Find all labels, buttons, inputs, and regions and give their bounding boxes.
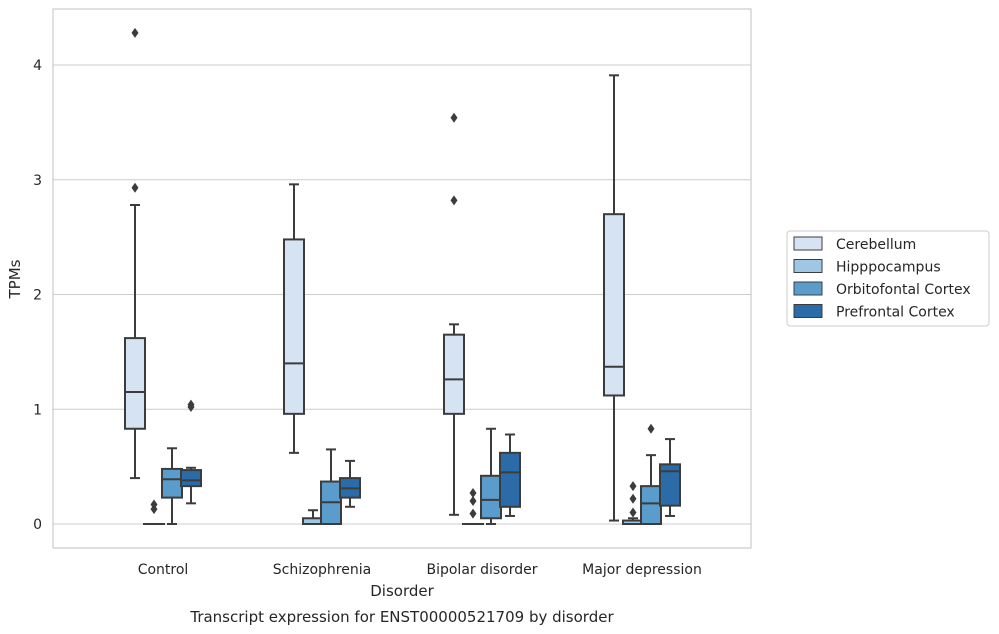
legend-label: Orbitofontal Cortex [836, 282, 971, 298]
chart-caption: Transcript expression for ENST0000052170… [189, 608, 614, 626]
box [320, 448, 342, 526]
series-cerebellum [124, 27, 625, 522]
box-iqr [180, 469, 202, 488]
outlier-point [629, 507, 637, 518]
outlier-point [187, 399, 195, 410]
outlier-point [647, 423, 655, 434]
box [659, 438, 681, 517]
x-tick-label: Schizophrenia [273, 562, 371, 578]
y-tick-label: 3 [33, 173, 42, 189]
y-tick-label: 2 [33, 288, 42, 304]
y-tick-label: 1 [33, 402, 42, 418]
box [603, 74, 625, 522]
legend: Cerebellum Hipppocampus Orbitofontal Corte… [786, 230, 990, 327]
legend-label: Cerebellum [836, 237, 916, 253]
box-iqr [603, 213, 625, 397]
box [339, 459, 361, 508]
box [124, 27, 146, 480]
y-tick-label: 4 [33, 58, 42, 74]
box [143, 499, 165, 526]
outlier-point [131, 27, 139, 38]
outlier-point [629, 493, 637, 504]
legend-swatch [793, 281, 823, 296]
y-axis-label: TPMs [6, 259, 24, 299]
legend-label: Hipppocampus [836, 260, 941, 276]
x-axis-label: Disorder [370, 582, 434, 600]
legend-swatch [793, 236, 823, 251]
legend-frame [786, 230, 990, 327]
legend-swatch [793, 259, 823, 273]
box [443, 112, 465, 516]
plot-background [52, 8, 752, 549]
x-tick-label: Control [138, 562, 189, 578]
y-tick-labels: 0 1 2 3 4 [33, 58, 42, 533]
box-iqr [480, 474, 502, 520]
x-tick-label: Bipolar disorder [426, 562, 537, 578]
outlier-point [150, 499, 158, 510]
box-iqr [124, 337, 146, 430]
outlier-point [469, 488, 477, 499]
series-orbitofontal-cortex [161, 423, 662, 526]
legend-label: Prefrontal Cortex [836, 305, 955, 321]
series-prefrontal-cortex [180, 399, 681, 517]
box [180, 399, 202, 505]
box [480, 427, 502, 525]
box [283, 183, 305, 454]
box-iqr [283, 238, 305, 415]
box [499, 433, 521, 517]
outlier-point [469, 508, 477, 519]
outlier-point [131, 182, 139, 193]
box-iqr [499, 451, 521, 508]
box-iqr [161, 467, 183, 499]
box-iqr [640, 485, 662, 526]
y-tick-label: 0 [33, 517, 42, 533]
box [462, 488, 484, 526]
x-tick-label: Major depression [582, 562, 702, 578]
box-iqr [659, 463, 681, 507]
outlier-point [450, 195, 458, 206]
outlier-point [450, 112, 458, 123]
legend-swatch [793, 304, 823, 318]
box [161, 447, 183, 525]
box-iqr [443, 333, 465, 415]
category-labels: Control Schizophrenia Bipolar disorder Majo… [138, 562, 702, 578]
outlier-point [629, 481, 637, 492]
outlier-point [469, 496, 477, 507]
box-series [124, 27, 681, 526]
